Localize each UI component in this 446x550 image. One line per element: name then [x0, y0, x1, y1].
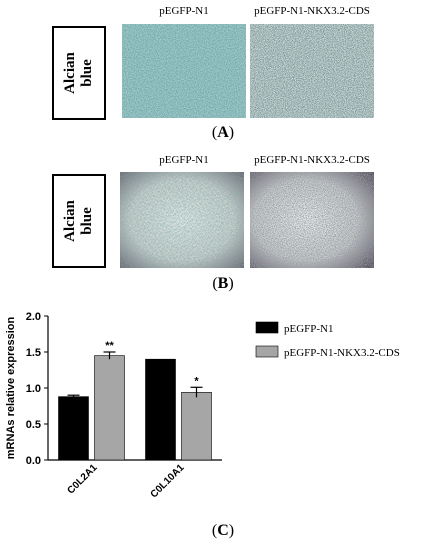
legend-swatch	[255, 345, 279, 358]
y-axis-label: mRNAs relative expression	[5, 316, 17, 459]
panel-b-micrograph-control	[120, 172, 244, 268]
legend-label: pEGFP-N1	[284, 323, 334, 335]
significance-mark: *	[194, 375, 199, 387]
y-tick-label: 2.0	[26, 311, 41, 323]
panel-a-column-title-1: pEGFP-N1	[159, 5, 209, 17]
x-axis: C0L2A1 C0L10A1	[48, 459, 222, 500]
panel-a-micrograph-control	[122, 24, 246, 118]
panel-b-letter: (B)	[212, 275, 234, 292]
legend-swatch	[255, 321, 279, 334]
panel-a-micrograph-nkx32	[250, 24, 374, 118]
legend-label: pEGFP-N1-NKX3.2-CDS	[284, 347, 400, 359]
panel-a-letter: (A)	[211, 124, 235, 141]
legend: pEGFP-N1 pEGFP-N1-NKX3.2-CDS	[255, 321, 400, 359]
panel-b-column-title-1: pEGFP-N1	[159, 154, 209, 166]
y-tick-label: 0.0	[26, 455, 41, 467]
panel-b-column-title-2: pEGFP-N1-NKX3.2-CDS	[254, 154, 370, 166]
y-axis: 0.0 0.5 1.0 1.5 2.0	[26, 311, 49, 467]
bar	[145, 358, 176, 461]
panel-a-column-title-2: pEGFP-N1-NKX3.2-CDS	[254, 5, 370, 17]
significance-mark: **	[105, 340, 114, 352]
panel-a-stain-label-box: Alcian blue	[52, 26, 106, 120]
panel-b-stain-label-box: Alcian blue	[52, 174, 106, 268]
bar	[94, 355, 125, 461]
panel-a-stain-label: Alcian blue	[62, 52, 95, 94]
panel-b-stain-label: Alcian blue	[62, 200, 95, 242]
bars: ***	[58, 340, 212, 461]
bar	[58, 396, 89, 461]
bar-chart: 0.00.51.01.52.0 C0L2A1 C0L10A1 *** pEGFP-…	[5, 311, 400, 500]
panel-b-micrograph-nkx32	[250, 172, 374, 268]
bar	[181, 392, 212, 461]
panel-c-letter: (C)	[211, 522, 235, 539]
y-tick-label: 0.5	[26, 419, 41, 431]
y-tick-label: 1.0	[26, 383, 41, 395]
x-tick-label: C0L2A1	[66, 462, 100, 496]
x-tick-label: C0L10A1	[149, 462, 187, 500]
y-tick-label: 1.5	[26, 347, 41, 359]
